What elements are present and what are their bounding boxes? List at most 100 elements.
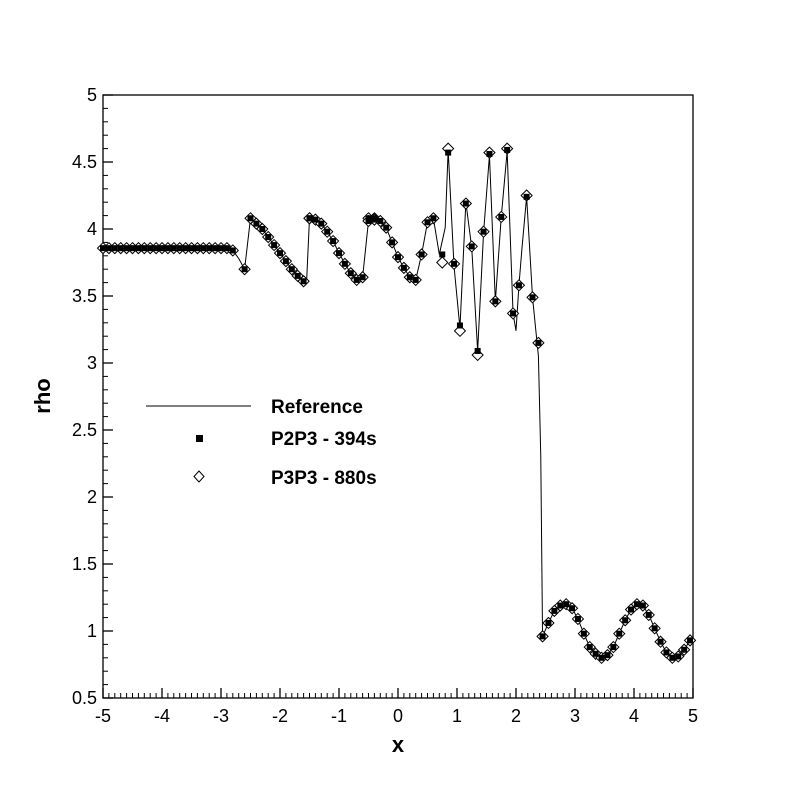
p2p3-marker (111, 245, 118, 252)
p2p3-marker (456, 322, 463, 329)
x-tick-label: 5 (688, 706, 698, 726)
p2p3-marker (574, 615, 581, 622)
p2p3-marker (259, 226, 266, 232)
p2p3-marker (318, 220, 325, 227)
p2p3-marker (395, 254, 401, 261)
p2p3-marker (669, 654, 676, 661)
y-tick-label: 3 (87, 353, 97, 373)
p2p3-marker (663, 649, 670, 656)
y-tick-label: 1 (87, 621, 97, 641)
legend: Reference P2P3 - 394s P3P3 - 880s (146, 397, 377, 489)
p2p3-marker (468, 243, 475, 250)
p2p3-marker (545, 619, 552, 626)
p2p3-marker (336, 250, 342, 257)
x-tick-label: -5 (95, 706, 111, 726)
p2p3-marker (622, 617, 629, 624)
p2p3-marker (159, 245, 165, 252)
p2p3-marker (424, 219, 431, 226)
p2p3-marker (324, 228, 331, 235)
p2p3-marker (277, 250, 283, 257)
p2p3-marker (347, 270, 354, 277)
p2p3-marker (117, 245, 124, 252)
minor-ticks (102, 94, 694, 699)
y-tick-label: 0.5 (72, 688, 97, 708)
p2p3-marker (451, 260, 458, 267)
x-tick-label: 3 (570, 706, 580, 726)
p2p3-marker (206, 245, 213, 252)
p2p3-marker (271, 242, 278, 249)
p2p3-marker (212, 245, 219, 252)
x-tick-label: -4 (154, 706, 170, 726)
x-tick-label: -2 (272, 706, 288, 726)
p2p3-marker (400, 264, 407, 271)
p2p3-marker (474, 347, 481, 354)
p3p3-marker (436, 256, 449, 269)
axes: -5 -4 -3 -2 -1 0 1 2 3 4 5 0.5 1 1.5 2 2.5 3 3.5 4 4.5 5 (72, 85, 698, 726)
p2p3-marker (265, 234, 272, 241)
series-layer (96, 142, 697, 665)
x-tick-label: 4 (629, 706, 639, 726)
p2p3-marker (535, 339, 542, 346)
x-ticks: -5 -4 -3 -2 -1 0 1 2 3 4 5 (95, 688, 698, 726)
y-tick-label: 1.5 (72, 554, 97, 574)
p2p3-marker (100, 245, 106, 252)
y-tick-label: 2.5 (72, 420, 97, 440)
x-tick-label: -1 (331, 706, 347, 726)
p2p3-marker (359, 274, 366, 281)
p2p3-marker (389, 239, 396, 246)
p2p3-marker (515, 282, 522, 289)
p2p3-marker (182, 245, 189, 252)
p2p3-marker (498, 213, 505, 220)
p2p3-marker (557, 602, 564, 609)
p2p3-marker (539, 633, 546, 640)
p2p3-marker (164, 245, 171, 252)
p2p3-marker (223, 245, 230, 252)
p2p3-marker (510, 310, 517, 317)
p2p3-marker (330, 238, 337, 245)
y-tick-label: 5 (87, 85, 97, 105)
p2p3-marker (563, 601, 570, 608)
legend-label-p2p3: P2P3 - 394s (271, 429, 377, 450)
p2p3-marker (123, 245, 130, 252)
legend-square-marker (196, 435, 203, 442)
p2p3-marker (147, 245, 154, 252)
y-axis-title: rho (30, 378, 55, 413)
p2p3-marker (229, 247, 236, 254)
p2p3-marker (294, 272, 301, 279)
p2p3-marker (523, 193, 530, 200)
p2p3-marker (445, 149, 452, 156)
p2p3-marker (194, 245, 201, 252)
x-tick-label: -3 (213, 706, 229, 726)
p2p3-marker (569, 605, 576, 612)
p2p3-marker (412, 276, 419, 283)
p2p3-marker (200, 245, 207, 252)
p2p3-marker (462, 200, 469, 207)
p2p3-marker (300, 278, 307, 285)
p2p3-marker (492, 298, 499, 305)
p2p3-marker (681, 646, 688, 653)
p2p3-marker (604, 652, 611, 659)
p2p3-marker (371, 216, 378, 223)
p2p3-marker (282, 258, 289, 265)
p2p3-marker (687, 637, 694, 644)
p2p3-marker (418, 251, 425, 258)
p2p3-marker (675, 653, 682, 660)
p2p3-marker (598, 654, 605, 661)
p2p3-marker (480, 228, 487, 235)
p2p3-marker (253, 220, 260, 227)
p2p3-marker (141, 245, 148, 252)
x-tick-label: 1 (452, 706, 462, 726)
p2p3-marker (129, 245, 136, 252)
p2p3-marker (306, 215, 313, 222)
p2p3-marker (377, 217, 384, 224)
p2p3-marker (341, 260, 348, 267)
p2p3-marker (639, 602, 646, 609)
p2p3-marker (365, 217, 372, 224)
p2p3-marker (247, 215, 254, 222)
p2p3-marker (135, 245, 142, 252)
p2p3-marker (486, 150, 493, 157)
x-tick-label: 0 (393, 706, 403, 726)
p2p3-marker (288, 266, 295, 273)
p2p3-marker (645, 611, 652, 618)
